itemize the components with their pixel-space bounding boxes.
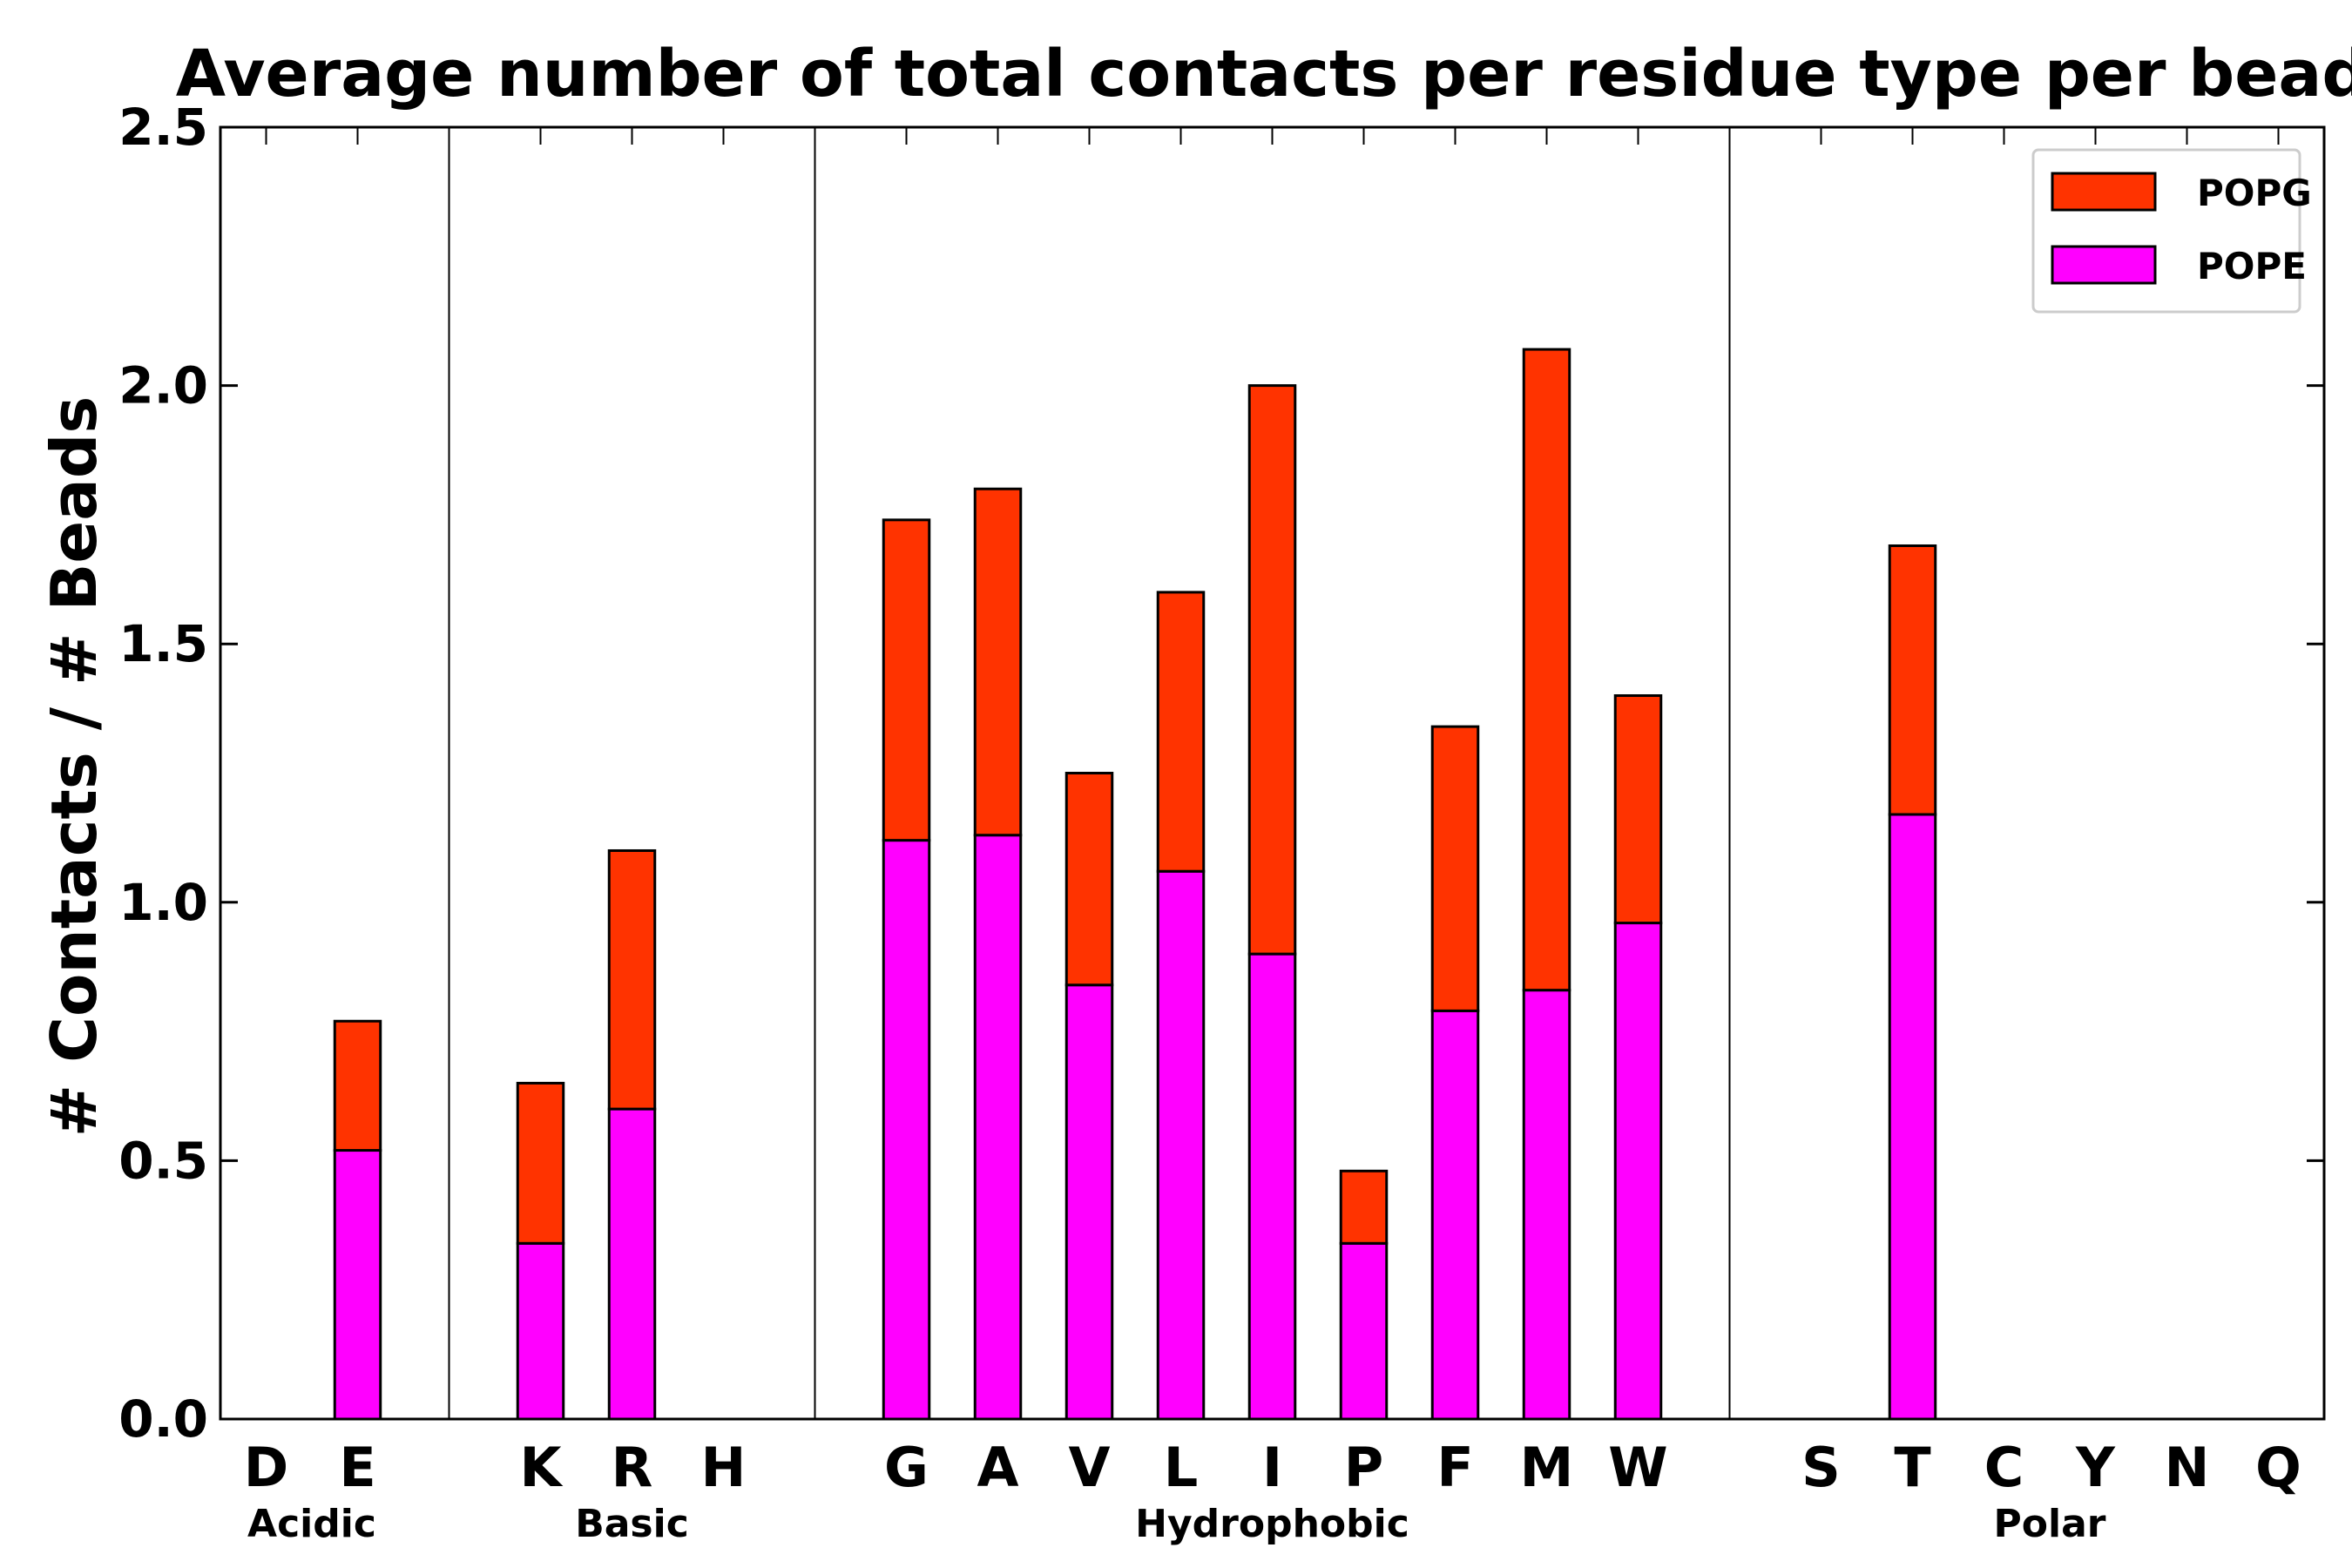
bar-popg-P: [1339, 1169, 1389, 1245]
x-tick-label: N: [2165, 1436, 2210, 1499]
chart-title: Average number of total contacts per res…: [176, 37, 2352, 112]
bar-pope-G: [882, 839, 931, 1421]
x-tick-label: P: [1344, 1436, 1383, 1499]
x-tick-label: D: [244, 1436, 288, 1499]
group-label: Hydrophobic: [1135, 1502, 1409, 1546]
bar-pope-P: [1339, 1241, 1389, 1421]
legend-label-pope: POPE: [2197, 245, 2307, 287]
x-tick-label: T: [1894, 1436, 1930, 1499]
group-label: Polar: [1994, 1502, 2106, 1546]
x-tick-label: L: [1164, 1436, 1199, 1499]
bar-popg-F: [1430, 725, 1480, 1012]
plot-frame: [219, 125, 2326, 1421]
x-tick-label: H: [701, 1436, 747, 1499]
y-axis-label: # Contacts / # Beads: [37, 396, 111, 1137]
bar-pope-M: [1522, 989, 1571, 1421]
bar-popg-L: [1156, 591, 1206, 873]
group-label: Basic: [575, 1502, 689, 1546]
group-separators: [448, 127, 1731, 1419]
x-tick-label: Q: [2255, 1436, 2301, 1499]
x-tick-label: F: [1436, 1436, 1473, 1499]
bar-pope-E: [333, 1149, 382, 1421]
bar-popg-A: [973, 487, 1023, 837]
x-tick-label: A: [977, 1436, 1019, 1499]
legend: POPG POPE: [2031, 148, 2312, 314]
bar-popg-W: [1613, 694, 1663, 925]
bars: [242, 127, 2302, 1421]
legend-swatch-pope: [2051, 245, 2157, 285]
legend-label-popg: POPG: [2197, 172, 2312, 214]
legend-swatch-popg: [2051, 172, 2157, 212]
group-label: Acidic: [247, 1502, 376, 1546]
bar-popg-G: [882, 518, 931, 842]
x-tick-label: W: [1608, 1436, 1667, 1499]
bar-popg-I: [1247, 384, 1297, 956]
y-tick-label: 2.0: [118, 356, 208, 416]
bar-popg-R: [607, 848, 657, 1111]
y-tick-label: 1.5: [118, 614, 208, 673]
bar-popg-M: [1522, 348, 1571, 992]
bar-pope-I: [1247, 952, 1297, 1421]
bar-pope-W: [1613, 922, 1663, 1421]
x-tick-label: I: [1262, 1436, 1282, 1499]
bar-pope-K: [516, 1241, 565, 1421]
x-tick-label: G: [884, 1436, 929, 1499]
y-tick-label: 0.0: [118, 1389, 208, 1449]
x-tick-label: R: [612, 1436, 653, 1499]
x-tick-label: V: [1069, 1436, 1111, 1499]
y-tick-label: 0.5: [118, 1131, 208, 1190]
y-tick-label: 1.0: [118, 873, 208, 932]
x-tick-label: S: [1801, 1436, 1841, 1499]
bar-pope-F: [1430, 1009, 1480, 1421]
bar-popg-E: [333, 1019, 382, 1152]
x-tick-label: Y: [2075, 1436, 2116, 1499]
bar-popg-T: [1888, 544, 1937, 816]
bar-popg-V: [1064, 772, 1114, 987]
bar-pope-R: [607, 1107, 657, 1421]
x-tick-label: K: [519, 1436, 563, 1499]
bar-pope-L: [1156, 869, 1206, 1421]
bar-pope-V: [1064, 983, 1114, 1421]
bar-pope-A: [973, 834, 1023, 1421]
y-ticks: 0.0 0.5 1.0 1.5 2.0 2.5: [118, 98, 2324, 1449]
bar-popg-K: [516, 1081, 565, 1245]
group-labels: Acidic Basic Hydrophobic Polar: [247, 1502, 2106, 1546]
x-tick-label: M: [1520, 1436, 1574, 1499]
bar-pope-T: [1888, 813, 1937, 1421]
y-tick-label: 2.5: [118, 98, 208, 157]
x-tick-label: E: [339, 1436, 375, 1499]
x-tick-label: C: [1984, 1436, 2024, 1499]
